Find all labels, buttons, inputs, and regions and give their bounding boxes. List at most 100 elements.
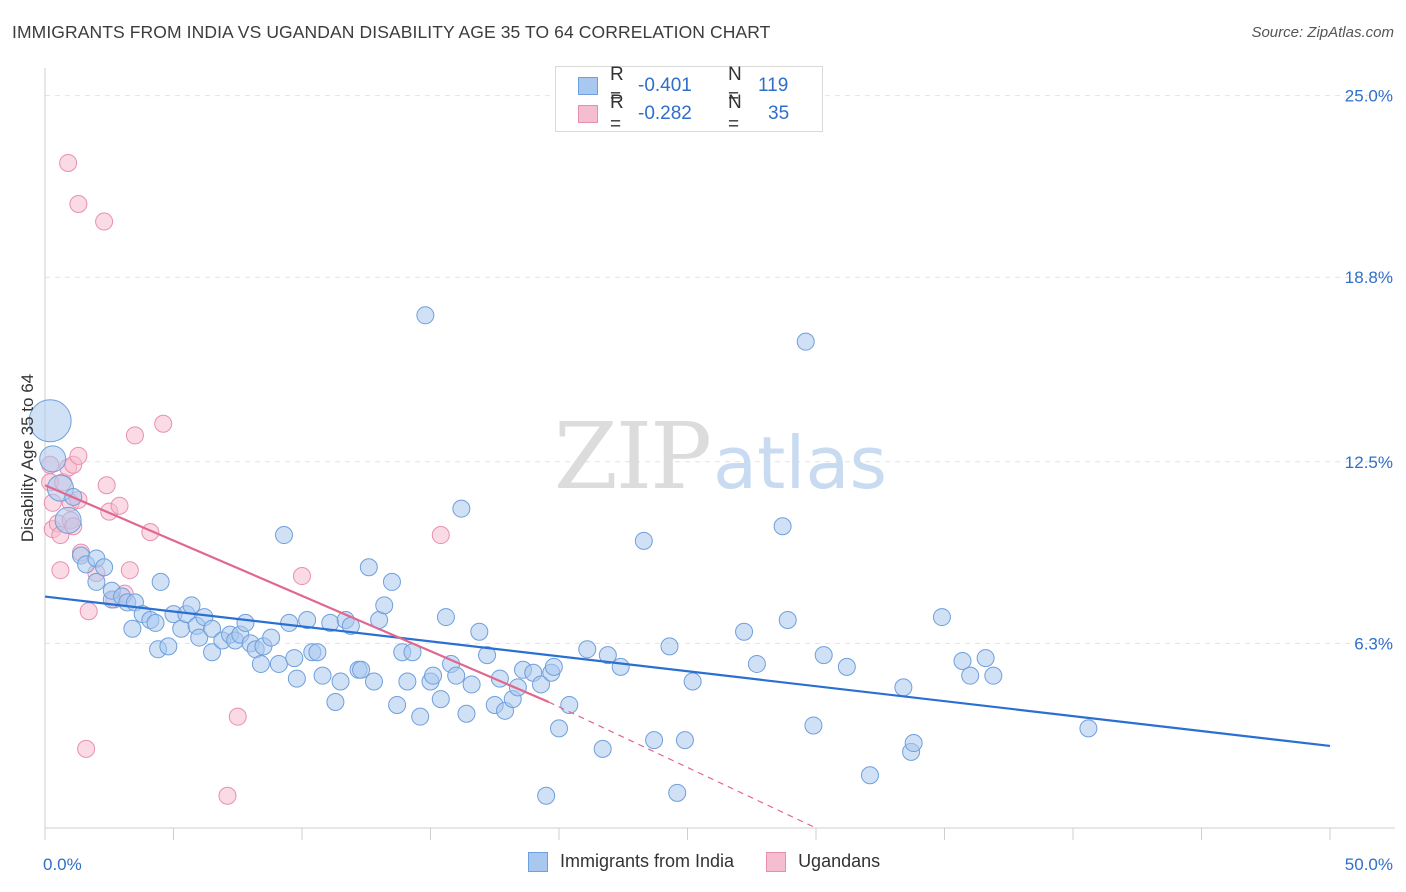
data-point-ugandans	[110, 496, 129, 515]
data-point-india	[159, 637, 178, 656]
data-point-india	[262, 628, 281, 647]
legend-r-value: -0.282	[638, 103, 692, 124]
data-point-india	[778, 610, 797, 629]
data-point-ugandans	[95, 212, 114, 231]
data-point-india	[478, 646, 497, 665]
legend-swatch-ugandans	[578, 105, 598, 123]
data-point-ugandans	[228, 707, 247, 726]
data-point-ugandans	[120, 561, 139, 580]
data-point-ugandans	[97, 476, 116, 495]
data-point-india	[398, 672, 417, 691]
tick-labels: 6.3% 12.5% 18.8% 25.0% 0.0% 50.0%	[43, 87, 1393, 874]
watermark-zip: ZIP	[554, 403, 710, 510]
data-point-india	[190, 628, 209, 647]
legend-swatch-india	[578, 77, 598, 95]
series-ugandans	[41, 153, 450, 805]
data-point-india	[87, 572, 106, 591]
trend-line-ugandans-extension	[548, 701, 817, 829]
data-point-india	[313, 666, 332, 685]
data-point-ugandans	[51, 561, 70, 580]
data-point-ugandans	[79, 602, 98, 621]
data-point-india	[298, 610, 317, 629]
data-point-india	[39, 445, 67, 473]
data-point-india	[537, 786, 556, 805]
data-point-india	[275, 526, 294, 545]
y-tick-label: 6.3%	[1354, 634, 1393, 653]
legend-n-label: N =	[728, 64, 742, 107]
data-point-india	[359, 558, 378, 577]
legend-n-value: 119	[758, 75, 789, 96]
data-point-india	[28, 399, 72, 443]
data-point-india	[747, 654, 766, 673]
data-point-ugandans	[69, 446, 88, 465]
data-point-india	[424, 666, 443, 685]
data-point-india	[735, 622, 754, 641]
data-point-ugandans	[431, 526, 450, 545]
data-point-india	[837, 657, 856, 676]
y-axis-label: Disability Age 35 to 64	[18, 374, 37, 542]
data-point-india	[203, 619, 222, 638]
legend-label-ugandans: Ugandans	[798, 851, 881, 871]
legend-row-ugandans: R = -0.282 N = 35	[578, 92, 790, 135]
data-point-india	[280, 613, 299, 632]
legend-r-label: R =	[610, 64, 624, 107]
legend-item-ugandans[interactable]: Ugandans	[766, 851, 880, 872]
x-tick-label: 0.0%	[43, 855, 82, 874]
data-point-india	[961, 666, 980, 685]
legend-series: Immigrants from India Ugandans	[528, 851, 912, 872]
series-india	[28, 306, 1098, 805]
data-point-ugandans	[59, 153, 78, 172]
grid-lines	[45, 95, 1395, 644]
data-point-india	[382, 572, 401, 591]
legend-r-value: -0.401	[638, 75, 692, 96]
data-point-india	[976, 649, 995, 668]
data-point-india	[683, 672, 702, 691]
trend-line-ugandans	[44, 484, 550, 704]
data-point-india	[894, 678, 913, 697]
data-point-india	[814, 646, 833, 665]
data-point-india	[352, 660, 371, 679]
legend-row-india: R = -0.401 N = 119	[578, 64, 789, 107]
data-point-india	[269, 654, 288, 673]
data-point-india	[796, 332, 815, 351]
data-point-india	[416, 306, 435, 325]
legend-label-india: Immigrants from India	[560, 851, 735, 871]
legend-r-label: R =	[610, 92, 624, 135]
y-tick-label: 18.8%	[1345, 268, 1393, 287]
data-point-india	[660, 637, 679, 656]
data-point-india	[904, 734, 923, 753]
data-point-india	[203, 643, 222, 662]
legend-n-value: 35	[768, 103, 790, 124]
data-point-india	[675, 731, 694, 750]
data-point-india	[593, 739, 612, 758]
data-point-india	[146, 613, 165, 632]
data-point-india	[578, 640, 597, 659]
data-point-india	[457, 704, 476, 723]
data-point-india	[151, 572, 170, 591]
data-point-india	[544, 657, 563, 676]
y-tick-label: 12.5%	[1345, 453, 1393, 472]
data-point-ugandans	[218, 786, 237, 805]
data-point-india	[436, 608, 455, 627]
data-point-india	[598, 646, 617, 665]
data-point-india	[285, 649, 304, 668]
source-label: Source: ZipAtlas.com	[1251, 24, 1394, 41]
legend-swatch-ugandans	[766, 851, 787, 872]
legend-n-label: N =	[728, 92, 742, 135]
data-point-ugandans	[125, 426, 144, 445]
data-point-india	[326, 693, 345, 712]
data-point-india	[411, 707, 430, 726]
trend-line-india	[44, 595, 1331, 748]
data-point-india	[388, 695, 407, 714]
data-point-india	[611, 657, 630, 676]
data-point-india	[375, 596, 394, 615]
data-point-india	[54, 506, 82, 534]
data-point-india	[308, 643, 327, 662]
legend-item-india[interactable]: Immigrants from India	[528, 851, 734, 872]
data-point-india	[364, 672, 383, 691]
data-point-india	[331, 672, 350, 691]
data-point-india	[984, 666, 1003, 685]
data-point-india	[470, 622, 489, 641]
data-point-india	[123, 619, 142, 638]
